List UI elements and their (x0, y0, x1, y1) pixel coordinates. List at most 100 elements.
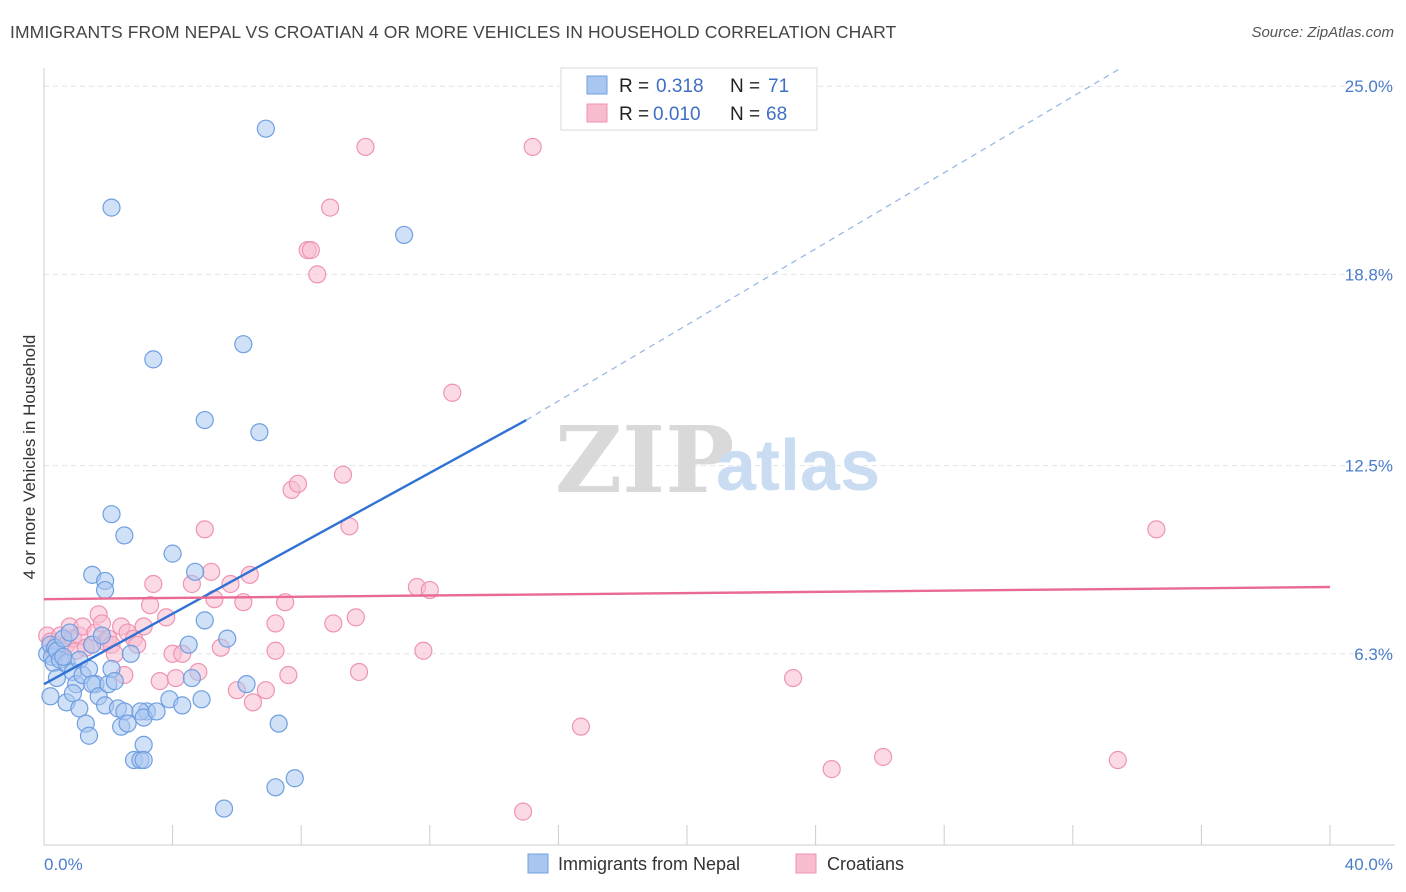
watermark-atlas: atlas (716, 426, 880, 506)
nepal-point-54 (115, 526, 134, 545)
top-legend: R = 0.318 N = 71 R = 0.010 N = 68 (560, 67, 818, 131)
croatian-point-71 (874, 747, 893, 767)
croatian-trend-line (43, 585, 1331, 601)
legend-r-label-nepal: R = (619, 76, 649, 97)
nepal-point-68 (269, 714, 288, 733)
bottom-legend: Immigrants from Nepal Croatians (527, 853, 904, 874)
croatian-point-65 (443, 383, 462, 402)
y-tick-label-3: 25.0% (1345, 77, 1393, 96)
croatian-point-61 (356, 137, 375, 157)
croatian-point-60 (349, 662, 369, 682)
legend-n-value-nepal: 71 (768, 76, 789, 97)
nepal-point-53 (102, 505, 121, 524)
croatian-point-63 (414, 641, 433, 660)
nepal-points (38, 119, 414, 818)
croatian-point-69 (783, 668, 803, 688)
nepal-point-22 (70, 699, 89, 718)
nepal-point-60 (195, 410, 214, 430)
nepal-point-63 (102, 198, 121, 217)
nepal-point-57 (218, 629, 237, 648)
croatian-point-51 (288, 474, 308, 493)
croatian-point-28 (144, 574, 163, 594)
nepal-point-52 (95, 580, 115, 600)
nepal-point-27 (92, 626, 111, 645)
croatian-point-53 (301, 241, 320, 260)
croatian-point-70 (822, 760, 841, 779)
y-tick-label-0: 6.3% (1354, 645, 1393, 664)
nepal-point-48 (179, 635, 198, 654)
croatian-point-55 (321, 198, 340, 217)
legend-n-label-croatian: N = (730, 104, 760, 125)
legend-n-value-croatian: 68 (766, 104, 787, 125)
legend-r-label-croatian: R = (619, 104, 649, 125)
x-tick-label-max: 40.0% (1345, 855, 1393, 874)
chart-title: IMMIGRANTS FROM NEPAL VS CROATIAN 4 OR M… (10, 22, 897, 42)
nepal-trend-extension (525, 67, 1122, 421)
legend-r-value-croatian: 0.010 (653, 104, 701, 125)
croatian-point-59 (346, 608, 365, 627)
nepal-point-21 (63, 684, 83, 703)
nepal-point-9 (60, 623, 79, 642)
croatian-point-56 (324, 614, 343, 633)
croatian-point-37 (202, 562, 221, 581)
croatian-point-67 (513, 802, 533, 821)
nepal-point-49 (195, 611, 214, 630)
croatian-point-54 (308, 265, 327, 284)
croatian-point-68 (571, 717, 591, 736)
legend-swatch-nepal (586, 75, 608, 95)
nepal-point-62 (234, 335, 253, 354)
trend-lines (43, 67, 1331, 686)
croatian-point-29 (150, 672, 169, 691)
nepal-point-64 (256, 119, 275, 138)
nepal-point-69 (285, 769, 304, 788)
nepal-point-65 (394, 225, 414, 245)
axes (43, 68, 1395, 846)
nepal-point-47 (192, 690, 211, 709)
croatian-point-44 (243, 693, 263, 712)
nepal-point-35 (118, 714, 137, 733)
bottom-legend-label-croatian: Croatians (827, 854, 904, 874)
nepal-point-12 (54, 647, 73, 666)
croatian-point-32 (166, 668, 185, 688)
y-tick-label-2: 18.8% (1345, 265, 1393, 284)
x-tick-marks (43, 825, 1331, 845)
nepal-point-39 (134, 735, 153, 754)
nepal-point-70 (134, 750, 153, 770)
nepal-point-36 (121, 644, 140, 663)
nepal-point-66 (214, 799, 234, 818)
nepal-point-58 (237, 675, 256, 694)
bottom-legend-swatch-nepal (527, 853, 549, 874)
croatian-point-36 (195, 520, 214, 539)
croatian-point-57 (333, 465, 353, 484)
nepal-point-10 (41, 687, 60, 706)
nepal-trend-line (43, 419, 527, 686)
watermark: ZIP atlas (555, 406, 880, 514)
nepal-point-67 (266, 778, 285, 797)
x-tick-label-min: 0.0% (44, 855, 83, 874)
nepal-point-55 (163, 544, 182, 563)
nepal-point-46 (182, 668, 201, 688)
croatian-point-46 (266, 641, 285, 660)
croatian-point-73 (1147, 520, 1166, 539)
croatian-point-47 (266, 614, 285, 633)
chart-source: Source: ZipAtlas.com (1251, 24, 1394, 41)
legend-n-label-nepal: N = (730, 76, 760, 97)
nepal-point-31 (105, 672, 124, 691)
nepal-point-56 (186, 562, 205, 581)
nepal-point-61 (144, 350, 163, 369)
croatian-point-45 (256, 681, 275, 700)
bottom-legend-label-nepal: Immigrants from Nepal (558, 854, 740, 874)
nepal-point-45 (173, 696, 192, 715)
nepal-point-24 (79, 726, 99, 745)
legend-r-value-nepal: 0.318 (656, 76, 704, 97)
legend-swatch-croatian (586, 103, 608, 123)
croatian-point-66 (523, 137, 542, 157)
y-axis-label: 4 or more Vehicles in Household (20, 335, 39, 580)
croatian-point-49 (279, 665, 298, 685)
y-tick-label-1: 12.5% (1345, 457, 1393, 476)
nepal-point-59 (250, 423, 269, 442)
y-tick-labels: 6.3% 12.5% 18.8% 25.0% (1345, 77, 1393, 664)
watermark-zip: ZIP (555, 406, 734, 514)
bottom-legend-swatch-croatian (795, 853, 817, 874)
